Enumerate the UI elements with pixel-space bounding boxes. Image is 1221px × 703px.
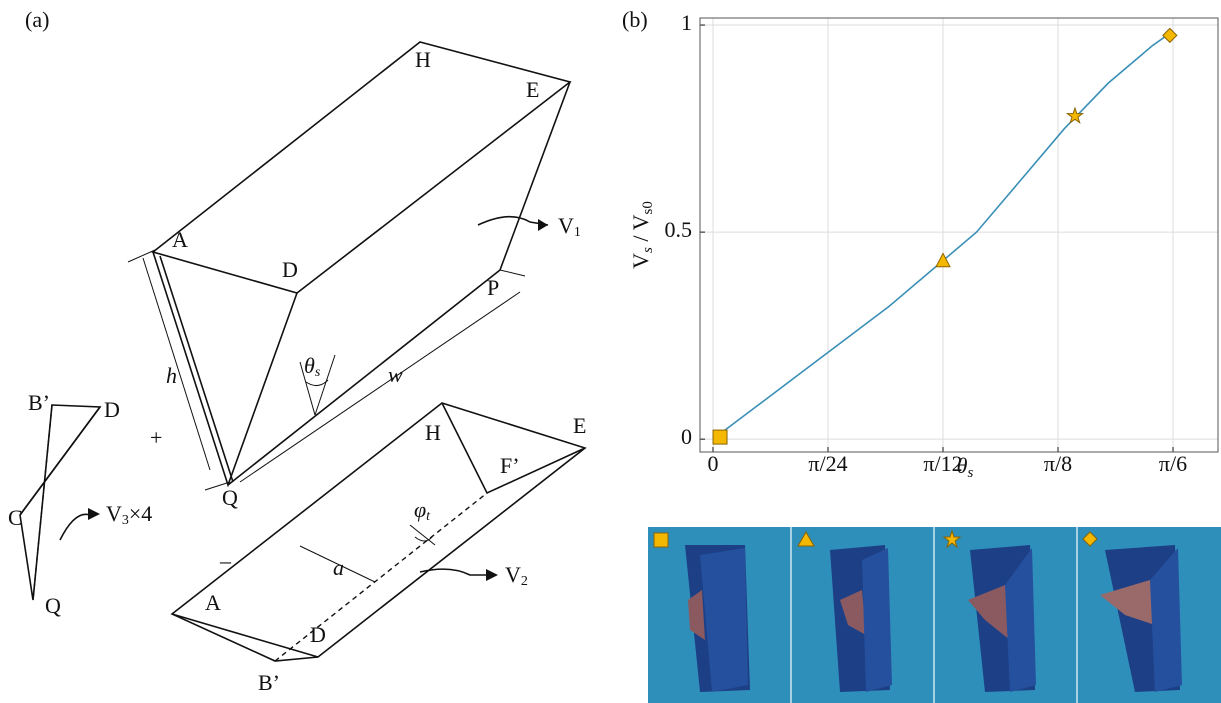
vertex-label: P [487, 275, 499, 300]
vertex-label: C [8, 505, 23, 530]
x-tick-label: π/8 [1044, 451, 1072, 476]
panel-label: (b) [622, 7, 648, 32]
angle-label: φt [414, 497, 431, 524]
y-axis-label: Vs / Vs0 [628, 201, 656, 269]
vertex-label: Q [45, 593, 61, 618]
x-tick-label: π/6 [1159, 451, 1187, 476]
angle-label: θs [304, 353, 321, 380]
vertex-label: H [415, 47, 431, 72]
diagram [20, 42, 585, 661]
photo-strip [648, 527, 1221, 703]
vertex-label: B’ [258, 670, 280, 695]
x-tick-label: 0 [708, 451, 719, 476]
figure: (a) A D H E P [0, 0, 1221, 703]
photo [830, 545, 892, 692]
y-tick-label: 0 [681, 424, 692, 449]
plot-area [700, 18, 1218, 452]
vertex-label: E [573, 413, 586, 438]
vertex-label: D [104, 397, 120, 422]
y-tick-label: 0.5 [665, 217, 693, 242]
volume-label: V2 [505, 562, 528, 589]
volume-label: V3×4 [106, 501, 152, 528]
vertex-label: H [425, 420, 441, 445]
dimension-label: a [333, 555, 344, 580]
vertex-label: A [172, 227, 188, 252]
dimension-label: w [388, 362, 403, 387]
operator: – [219, 548, 232, 573]
x-axis-label: θs [957, 453, 974, 481]
diagram-labels: A D H E P Q B’ D C Q H E F’ A D B’ h w a… [8, 47, 586, 695]
volume-label: V1 [558, 213, 581, 240]
x-tick-label: π/24 [808, 451, 847, 476]
vertex-label: E [526, 77, 539, 102]
vertex-label: Q [222, 485, 238, 510]
marker [713, 430, 727, 444]
vertex-label: D [310, 622, 326, 647]
vertex-label: B’ [28, 390, 50, 415]
dimension-label: h [166, 363, 177, 388]
panel-label: (a) [25, 7, 49, 32]
operator: + [150, 425, 162, 450]
vertex-label: D [282, 257, 298, 282]
vertex-label: A [205, 590, 221, 615]
y-tick-label: 1 [681, 10, 692, 35]
vertex-label: F’ [500, 453, 520, 478]
